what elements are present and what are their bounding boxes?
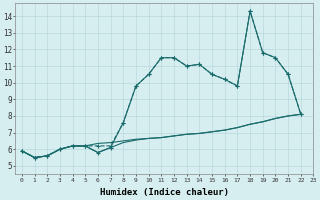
X-axis label: Humidex (Indice chaleur): Humidex (Indice chaleur) bbox=[100, 188, 229, 197]
